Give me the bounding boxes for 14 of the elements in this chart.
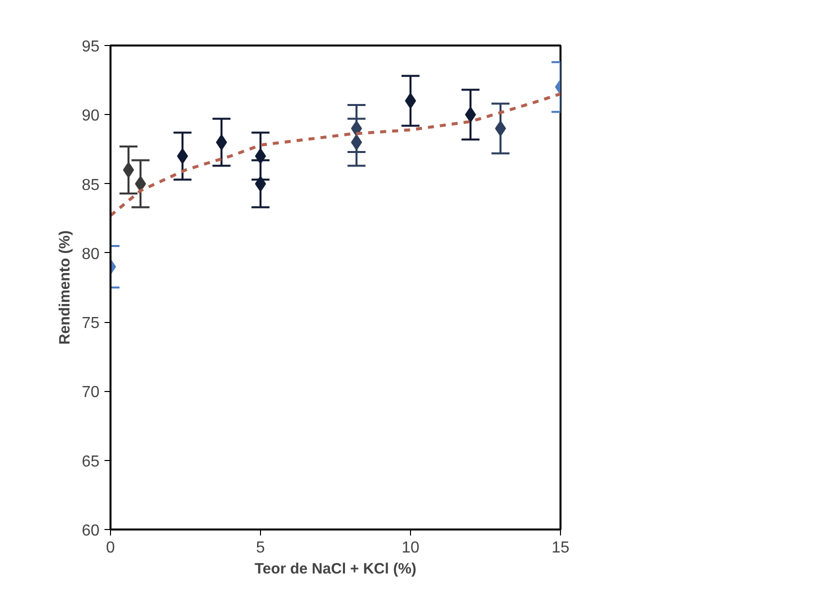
x-tick-label: 15 bbox=[552, 540, 570, 556]
x-axis-title: Teor de NaCl + KCl (%) bbox=[254, 560, 416, 578]
y-tick-label: 65 bbox=[82, 453, 100, 470]
y-tick-label: 85 bbox=[82, 176, 100, 194]
y-axis-title: Rendimento (%) bbox=[56, 230, 74, 345]
x-tick-label: 10 bbox=[402, 540, 420, 556]
y-tick-label: 60 bbox=[82, 522, 100, 540]
y-tick-label: 95 bbox=[82, 38, 100, 56]
y-tick-label: 75 bbox=[82, 315, 100, 332]
y-tick-label: 80 bbox=[82, 246, 100, 263]
x-tick-label: 0 bbox=[106, 540, 116, 556]
x-tick-label: 5 bbox=[256, 540, 266, 556]
y-tick-label: 70 bbox=[82, 384, 100, 402]
y-tick-label: 90 bbox=[82, 108, 100, 125]
